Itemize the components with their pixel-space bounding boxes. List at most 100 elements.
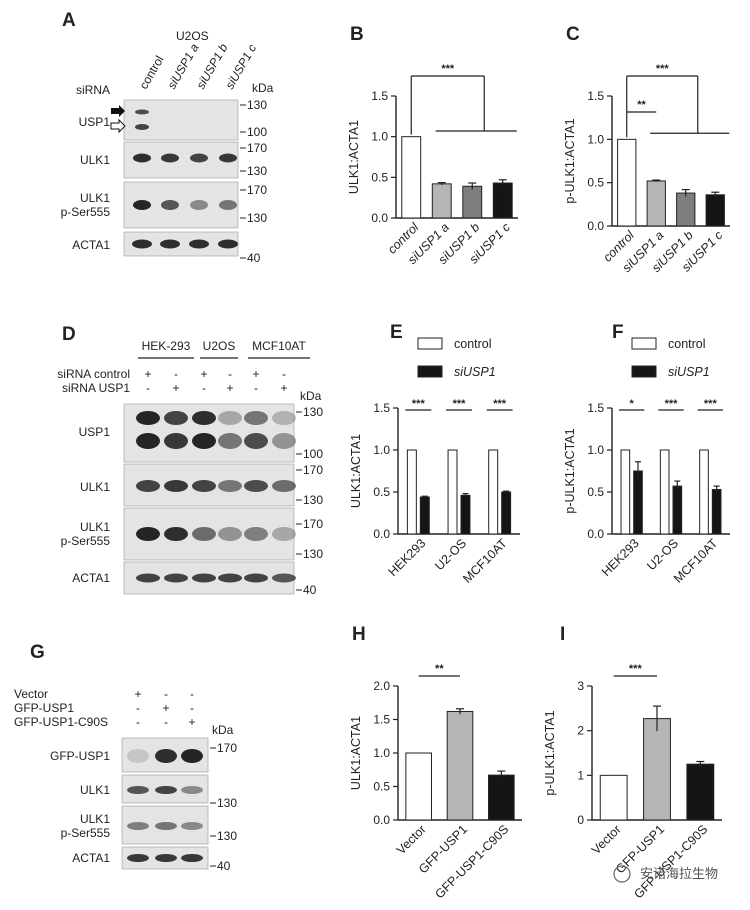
lane-sign: - — [164, 715, 168, 729]
x-tick-label-I: Vector — [589, 822, 624, 857]
panel-label-F: F — [612, 322, 624, 343]
panel-label-G: G — [30, 642, 45, 663]
blot-band — [218, 573, 242, 583]
blot-band — [272, 433, 296, 449]
x-tick-label-F: U2-OS — [644, 536, 681, 573]
bar-E — [406, 449, 417, 535]
kda-marker-label: 130 — [303, 405, 323, 419]
bar-F — [711, 488, 722, 535]
blot-band — [181, 822, 203, 830]
blot-band — [218, 527, 242, 541]
blot-band — [219, 200, 237, 210]
blot-band — [136, 527, 160, 541]
blot-band — [155, 786, 177, 794]
kda-marker-label: 130 — [217, 829, 237, 843]
lane-sign: + — [162, 701, 169, 715]
x-tick-label-E: HEK293 — [386, 536, 429, 579]
blot-band — [133, 153, 151, 163]
lane-sign: - — [146, 381, 150, 395]
significance-label-E: *** — [493, 398, 507, 410]
blot-row-label: ACTA1 — [72, 571, 110, 585]
bar-F — [672, 485, 683, 535]
bar-I — [643, 718, 671, 821]
y-tick-label-B: 0.0 — [371, 211, 388, 225]
blot-row-label: p-Ser555 — [61, 205, 111, 219]
bar-E — [460, 494, 471, 535]
blot-band — [136, 411, 160, 425]
y-axis-label-E: ULK1:ACTA1 — [349, 434, 363, 508]
y-tick-label-F: 0.5 — [587, 485, 604, 499]
condition-label: siRNA USP1 — [62, 381, 130, 395]
kda-marker-label: 130 — [247, 164, 267, 178]
bar-B — [401, 136, 422, 219]
lane-sign: + — [226, 381, 233, 395]
kda-marker-label: 170 — [247, 183, 267, 197]
bar-B — [431, 183, 452, 219]
lane-sign: - — [164, 687, 168, 701]
bar-I — [599, 774, 628, 821]
blot-band — [181, 786, 203, 794]
significance-label-C: ** — [637, 99, 646, 111]
y-tick-label-H: 0.0 — [373, 813, 390, 827]
y-tick-label-B: 1.5 — [371, 89, 388, 103]
blot-row-label: p-Ser555 — [61, 534, 111, 548]
cell-line-label: U2OS — [176, 29, 209, 43]
blot-band — [161, 153, 179, 163]
legend-label-E: siUSP1 — [454, 365, 496, 379]
blot-band — [192, 411, 216, 425]
blot-band — [192, 527, 216, 541]
bar-C — [676, 192, 696, 227]
wechat-icon — [613, 865, 631, 883]
blot-band — [190, 153, 208, 163]
blot-band — [244, 433, 268, 449]
x-tick-label-E: MCF10AT — [460, 536, 510, 586]
y-tick-label-H: 0.5 — [373, 780, 390, 794]
legend-swatch-F — [631, 365, 657, 378]
x-tick-label-H: GFP-USP1-C90S — [432, 822, 511, 901]
y-tick-label-E: 1.5 — [373, 401, 390, 415]
lane-sign: + — [200, 367, 207, 381]
blot-band — [136, 573, 160, 583]
significance-label-F: * — [630, 398, 635, 410]
panel-label-A: A — [62, 10, 76, 31]
bar-F — [699, 449, 709, 535]
legend-swatch-E — [417, 337, 443, 350]
y-tick-label-F: 1.5 — [587, 401, 604, 415]
condition-label: GFP-USP1-C90S — [14, 715, 108, 729]
y-axis-label-I: p-ULK1:ACTA1 — [543, 710, 557, 795]
bar-E — [488, 449, 499, 535]
blot-band — [127, 786, 149, 794]
cell-line-label: U2OS — [203, 339, 236, 353]
x-tick-label-H: Vector — [394, 822, 429, 857]
kda-marker-label: 170 — [247, 141, 267, 155]
kda-header: kDa — [300, 389, 322, 403]
bar-C — [646, 180, 666, 227]
blot-band — [127, 749, 149, 763]
blot-band — [218, 480, 242, 492]
bar-F — [659, 449, 670, 535]
cell-line-label: HEK-293 — [142, 339, 191, 353]
legend-swatch-F — [631, 337, 657, 350]
bar-H — [446, 710, 474, 821]
y-tick-label-C: 0.0 — [587, 219, 604, 233]
y-tick-label-I: 1 — [577, 768, 584, 782]
blot-band — [164, 480, 188, 492]
blot-band — [133, 200, 151, 210]
blot-band — [181, 749, 203, 763]
significance-label-E: *** — [453, 398, 467, 410]
bar-F — [620, 449, 631, 535]
blot-band — [164, 433, 188, 449]
blot-row-label: GFP-USP1 — [50, 749, 110, 763]
kda-header: kDa — [212, 723, 234, 737]
blot-band — [155, 854, 177, 862]
y-tick-label-I: 3 — [577, 679, 584, 693]
condition-label: siRNA control — [57, 367, 130, 381]
blot-band — [160, 239, 180, 249]
bar-E — [419, 496, 430, 535]
blot-band — [218, 433, 242, 449]
kda-marker-label: 170 — [217, 741, 237, 755]
y-axis-label-H: ULK1:ACTA1 — [349, 716, 363, 790]
x-tick-label-F: HEK293 — [599, 536, 642, 579]
panel-label-C: C — [566, 24, 580, 45]
legend-label-F: siUSP1 — [668, 365, 710, 379]
